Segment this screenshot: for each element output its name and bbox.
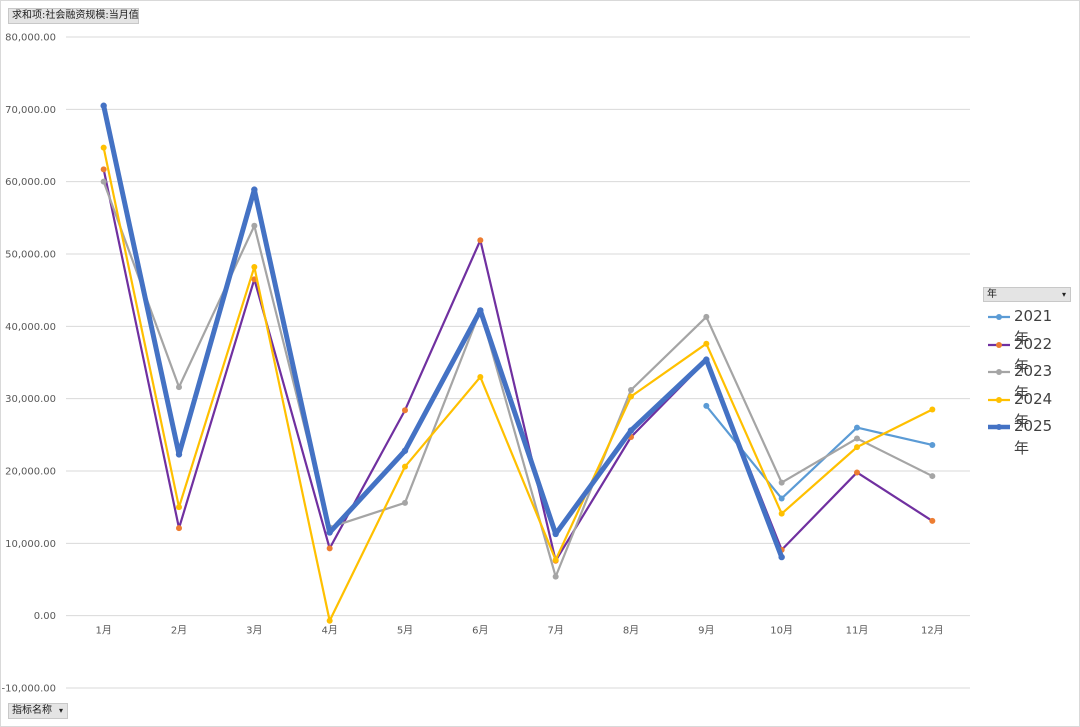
dropdown-arrow-icon: ▾: [58, 706, 63, 715]
x-tick-label: 8月: [623, 625, 639, 637]
x-tick-label: 1月: [95, 625, 111, 637]
legend-marker: [996, 314, 1002, 320]
data-point: [703, 402, 710, 409]
data-point: [477, 373, 484, 380]
data-point: [778, 553, 785, 561]
series-line: [101, 103, 785, 560]
legend-label: 2025年: [1014, 417, 1053, 457]
x-tick-label: 5月: [397, 625, 413, 637]
data-point: [326, 545, 333, 552]
data-point: [854, 435, 860, 442]
data-point: [401, 447, 409, 454]
legend-swatch: [988, 396, 1010, 403]
data-point: [326, 617, 333, 624]
data-point: [627, 427, 635, 434]
x-axis: 1月 2月 3月 4月 5月 6月 7月 8月 9月 10月 11月 12月: [95, 625, 943, 637]
data-point: [251, 264, 258, 271]
data-point: [703, 340, 710, 347]
legend-swatch: [988, 314, 1010, 320]
legend-swatch: [988, 369, 1010, 375]
x-tick-label: 12月: [921, 625, 944, 637]
data-point: [703, 313, 710, 320]
y-tick-label: 30,000.00: [5, 394, 56, 405]
x-tick-label: 11月: [846, 625, 869, 637]
x-tick-label: 7月: [547, 625, 563, 637]
gridlines: [66, 36, 970, 689]
legend-swatch: [988, 424, 1010, 430]
x-tick-label: 2月: [171, 625, 187, 637]
series-line: [102, 146, 934, 622]
y-tick-label: 10,000.00: [5, 539, 56, 550]
data-point: [929, 441, 936, 448]
data-point: [100, 144, 107, 151]
data-point: [628, 386, 634, 393]
y-axis: 80,000.00 70,000.00 60,000.00 50,000.00 40,0…: [1, 33, 56, 695]
y-tick-label: 50,000.00: [5, 250, 56, 261]
data-point: [176, 525, 182, 532]
y-tick-label: 40,000.00: [5, 322, 56, 333]
x-tick-label: 6月: [472, 625, 488, 637]
legend-marker: [996, 341, 1002, 348]
data-point: [778, 479, 785, 486]
y-tick-label: 20,000.00: [5, 467, 56, 478]
axis-field-button[interactable]: 指标名称 ▾: [8, 703, 68, 719]
legend-label: 2022年: [1014, 334, 1053, 375]
legend-marker: [996, 396, 1002, 403]
legend-swatch: [988, 341, 1010, 348]
y-tick-label: 70,000.00: [5, 105, 56, 116]
legend-label: 2023年: [1014, 362, 1053, 402]
series-line: [102, 168, 934, 562]
y-tick-label: 80,000.00: [5, 33, 56, 44]
x-tick-label: 9月: [698, 625, 714, 637]
legend-label: 2021年: [1014, 307, 1053, 347]
value-field-button[interactable]: 求和项:社会融资规模:当月值: [8, 8, 139, 24]
data-point: [854, 424, 860, 431]
x-tick-label: 3月: [246, 625, 262, 637]
data-point: [854, 444, 860, 451]
data-point: [402, 407, 408, 414]
legend-label: 2024年: [1014, 389, 1053, 430]
data-point: [176, 384, 182, 391]
data-point: [703, 356, 710, 363]
data-point: [552, 530, 559, 538]
data-point: [176, 504, 182, 511]
data-point: [477, 237, 484, 244]
legend-marker: [996, 369, 1002, 375]
data-point: [100, 166, 107, 173]
legend-field-button[interactable]: 年 ▾: [983, 287, 1071, 302]
series-line: [102, 180, 934, 578]
data-point: [251, 186, 258, 193]
x-tick-label: 4月: [321, 625, 337, 637]
data-point: [929, 406, 936, 413]
data-point: [326, 529, 333, 536]
legend-marker: [996, 424, 1002, 430]
data-point: [929, 517, 936, 524]
data-point: [778, 495, 785, 502]
data-point: [854, 469, 860, 476]
data-point: [477, 307, 484, 314]
x-tick-label: 10月: [770, 625, 793, 637]
value-field-label: 求和项:社会融资规模:当月值: [12, 10, 139, 21]
axis-field-label: 指标名称: [12, 705, 52, 716]
data-point: [628, 393, 634, 400]
data-point: [552, 573, 559, 580]
data-point: [175, 451, 183, 458]
data-point: [251, 222, 258, 229]
data-point: [402, 499, 408, 506]
data-point: [778, 510, 785, 517]
dropdown-arrow-icon: ▾: [1061, 290, 1066, 299]
y-tick-label: 0.00: [34, 611, 56, 622]
y-tick-label: -10,000.00: [1, 684, 56, 695]
data-point: [552, 556, 559, 563]
series-lines: [100, 102, 936, 624]
data-point: [402, 463, 408, 470]
legend-field-label: 年: [987, 289, 997, 300]
data-point: [100, 102, 107, 109]
data-point: [929, 473, 936, 480]
y-tick-label: 60,000.00: [5, 177, 56, 188]
data-point: [100, 178, 107, 185]
